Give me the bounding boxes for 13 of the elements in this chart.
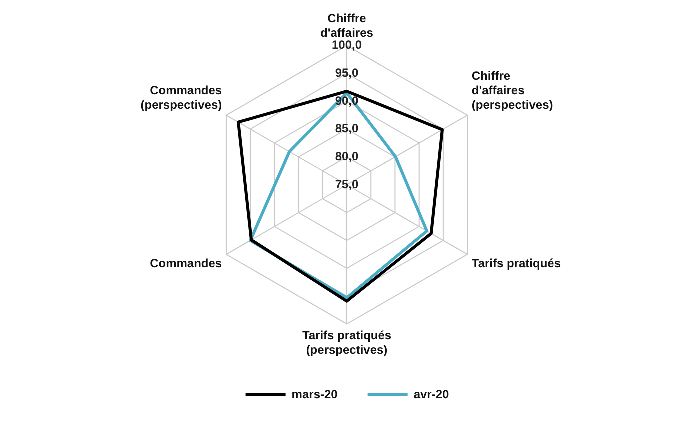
legend-label: mars-20 xyxy=(292,387,338,402)
y-tick-label: 85,0 xyxy=(335,122,359,136)
spoke-label: Commandes (perspectives) xyxy=(140,84,222,112)
y-tick-label: 75,0 xyxy=(335,177,359,192)
y-tick-label: 80,0 xyxy=(335,149,359,164)
spoke-label: Commandes xyxy=(150,256,222,271)
spoke-label: Chiffre d'affaires xyxy=(320,12,374,40)
spoke-label: Tarifs pratiqués (perspectives) xyxy=(302,328,392,358)
spoke-label: Tarifs pratiqués xyxy=(472,256,562,271)
legend-label: avr-20 xyxy=(414,387,450,402)
y-tick-label: 95,0 xyxy=(335,66,359,80)
spoke-label: Chiffre d'affaires (perspectives) xyxy=(472,69,554,112)
y-tick-label: 100,0 xyxy=(332,38,362,52)
